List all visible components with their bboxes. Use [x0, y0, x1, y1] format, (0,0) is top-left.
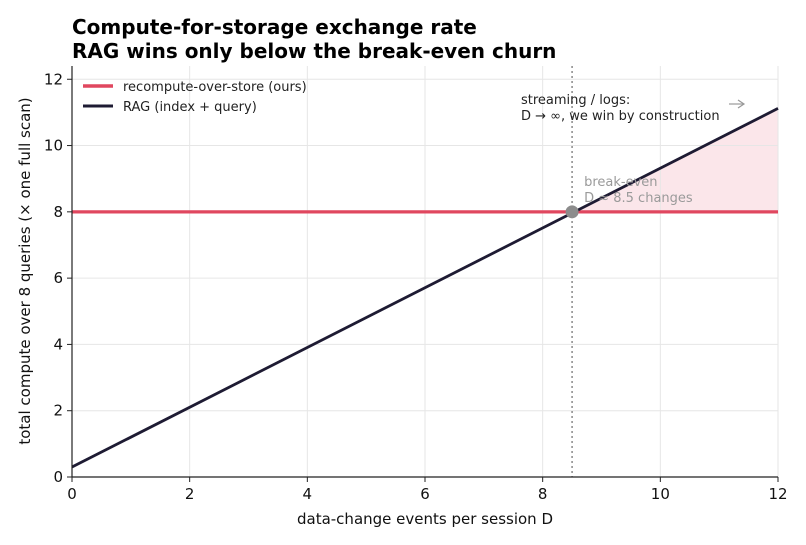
break-even-label: D ≈ 8.5 changes — [584, 191, 693, 206]
y-tick-label: 6 — [53, 269, 63, 287]
x-tick-label: 2 — [185, 485, 195, 503]
y-tick-label: 8 — [53, 203, 63, 221]
chart-title-line-2: RAG wins only below the break-even churn — [72, 39, 556, 63]
break-even-label: break-even — [584, 175, 657, 190]
legend-label: recompute-over-store (ours) — [123, 80, 307, 95]
x-tick-label: 10 — [651, 485, 670, 503]
chart-title-line-1: Compute-for-storage exchange rate — [72, 15, 477, 39]
chart-title: Compute-for-storage exchange rate RAG wi… — [72, 15, 556, 63]
x-tick-label: 0 — [67, 485, 77, 503]
x-tick-label: 4 — [303, 485, 313, 503]
x-tick-label: 6 — [420, 485, 430, 503]
streaming-annotation: D → ∞, we win by construction — [521, 109, 720, 124]
legend-label: RAG (index + query) — [123, 100, 257, 115]
y-tick-label: 4 — [53, 335, 63, 353]
streaming-annotation: streaming / logs: — [521, 93, 630, 108]
y-tick-label: 12 — [44, 70, 63, 88]
x-tick-label: 8 — [538, 485, 548, 503]
break-even-point — [565, 205, 579, 219]
y-tick-label: 0 — [53, 468, 63, 486]
y-tick-label: 10 — [44, 137, 63, 155]
series-line-rag — [71, 107, 779, 469]
x-axis-label: data-change events per session D — [297, 510, 553, 528]
x-tick-label: 12 — [768, 485, 787, 503]
y-tick-label: 2 — [53, 402, 63, 420]
annotation-arrowhead — [737, 99, 746, 109]
y-axis-label: total compute over 8 queries (× one full… — [16, 97, 34, 444]
